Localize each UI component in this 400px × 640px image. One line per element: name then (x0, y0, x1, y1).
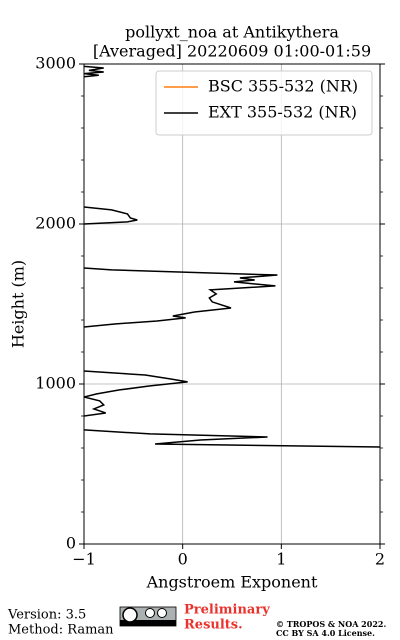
x-axis-label: Angstroem Exponent (146, 573, 318, 592)
preliminary: Preliminary (184, 603, 270, 618)
chart-subtitle: [Averaged] 20220609 01:00-01:59 (93, 42, 371, 61)
legend-label: BSC 355-532 (NR) (208, 77, 358, 96)
legend-label: EXT 355-532 (NR) (208, 103, 357, 122)
legend-box (155, 70, 373, 136)
copyright: CC BY SA 4.0 License. (276, 628, 375, 638)
footer: Version: 3.5 Method: Raman Preliminary R… (7, 603, 386, 639)
y-tick-label: 1000 (35, 374, 76, 393)
x-tick-label: 0 (178, 550, 188, 569)
y-tick-label: 3000 (35, 54, 76, 73)
x-tick-label: 1 (276, 550, 286, 569)
version: Version: 3.5 (7, 608, 86, 623)
x-tick-label: −1 (72, 550, 96, 569)
y-axis-label: Height (m) (9, 260, 28, 348)
copyright: © TROPOS & NOA 2022. (276, 619, 386, 629)
legend: BSC 355-532 (NR) EXT 355-532 (NR) (155, 70, 373, 136)
y-tick-label: 0 (66, 534, 76, 553)
cc-logo (119, 606, 177, 627)
preliminary: Results. (184, 618, 243, 633)
plot-frame (83, 63, 381, 545)
method: Method: Raman (8, 623, 114, 638)
x-tick-label: 2 (375, 550, 385, 569)
chart-title: pollyxt_noa at Antikythera (125, 23, 339, 42)
profile-line (84, 65, 380, 448)
y-tick-label: 2000 (35, 214, 76, 233)
